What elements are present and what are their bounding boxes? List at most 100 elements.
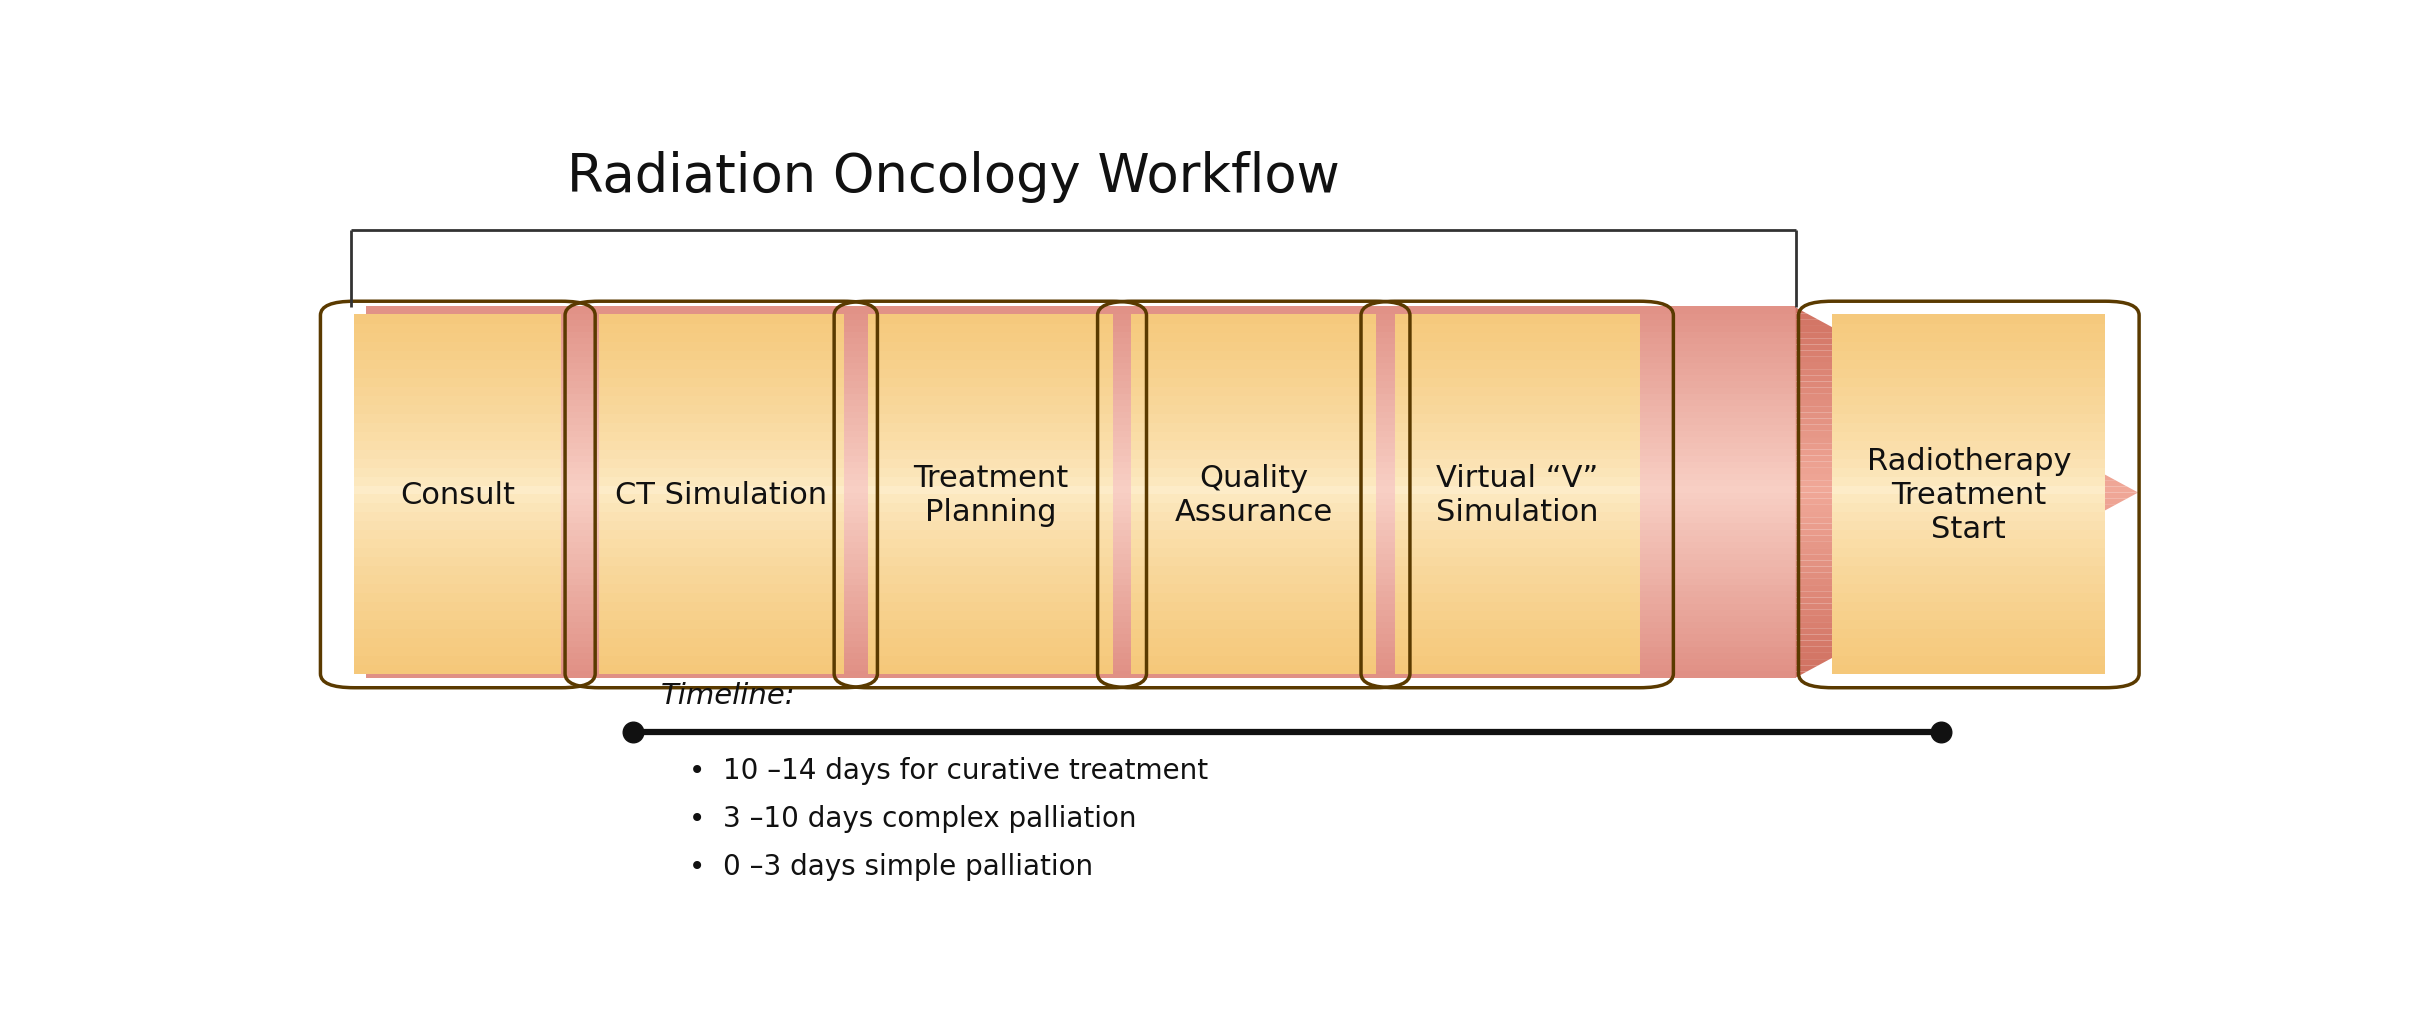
Bar	[354, 359, 561, 370]
Bar	[1131, 458, 1377, 468]
Bar	[1396, 591, 1639, 603]
Bar	[1131, 449, 1377, 459]
Bar	[1396, 404, 1639, 415]
Bar	[367, 633, 1797, 641]
Polygon shape	[1797, 610, 1921, 617]
Bar	[869, 521, 1112, 531]
Bar	[869, 359, 1112, 370]
Bar	[354, 591, 561, 603]
Bar	[869, 386, 1112, 396]
Bar	[869, 556, 1112, 566]
Bar	[600, 350, 843, 361]
Bar	[600, 556, 843, 566]
Bar	[367, 344, 1797, 351]
Bar	[354, 493, 561, 503]
Polygon shape	[1797, 376, 1933, 382]
Bar	[600, 458, 843, 468]
Bar	[869, 502, 1112, 513]
Bar	[600, 583, 843, 593]
Bar	[1131, 404, 1377, 415]
Bar	[869, 333, 1112, 343]
Bar	[367, 461, 1797, 468]
Bar	[367, 387, 1797, 394]
Bar	[869, 466, 1112, 477]
Text: Quality
Assurance: Quality Assurance	[1175, 464, 1333, 527]
Bar	[869, 610, 1112, 621]
Bar	[1131, 601, 1377, 612]
Bar	[1833, 404, 2105, 415]
Bar	[1131, 324, 1377, 334]
Bar	[1833, 386, 2105, 396]
Bar	[367, 312, 1797, 320]
Bar	[1833, 574, 2105, 584]
Bar	[600, 601, 843, 612]
Bar	[367, 455, 1797, 462]
Bar	[367, 332, 1797, 339]
Text: Consult: Consult	[401, 480, 515, 510]
Bar	[1131, 547, 1377, 558]
Bar	[367, 658, 1797, 665]
Bar	[1833, 565, 2105, 575]
Bar	[354, 556, 561, 566]
Bar	[367, 547, 1797, 555]
Bar	[869, 395, 1112, 405]
Polygon shape	[1797, 585, 1967, 591]
Bar	[367, 590, 1797, 598]
Bar	[1396, 583, 1639, 593]
Bar	[1833, 422, 2105, 433]
Polygon shape	[1797, 512, 2105, 518]
Bar	[354, 368, 561, 378]
Polygon shape	[1797, 549, 2035, 555]
Bar	[354, 395, 561, 405]
Bar	[869, 350, 1112, 361]
Point	[1921, 724, 1959, 740]
Text: •  3 –10 days complex palliation: • 3 –10 days complex palliation	[690, 804, 1136, 832]
Bar	[1396, 386, 1639, 396]
Bar	[367, 368, 1797, 376]
Bar	[1833, 458, 2105, 468]
Bar	[600, 422, 843, 433]
Bar	[1396, 547, 1639, 558]
Text: Treatment
Planning: Treatment Planning	[913, 464, 1068, 527]
Bar	[354, 324, 561, 334]
Bar	[1396, 342, 1639, 352]
Bar	[600, 610, 843, 621]
Bar	[354, 512, 561, 522]
Bar	[600, 386, 843, 396]
Bar	[367, 479, 1797, 487]
Bar	[1396, 449, 1639, 459]
Text: Radiotherapy
Treatment
Start: Radiotherapy Treatment Start	[1867, 447, 2071, 543]
Bar	[354, 449, 561, 459]
Bar	[1396, 663, 1639, 674]
Bar	[600, 619, 843, 629]
Bar	[367, 380, 1797, 388]
Text: Virtual “V”
Simulation: Virtual “V” Simulation	[1435, 464, 1598, 527]
Bar	[1833, 449, 2105, 459]
Bar	[1396, 512, 1639, 522]
Bar	[354, 565, 561, 575]
Bar	[600, 466, 843, 477]
Bar	[1396, 333, 1639, 343]
Bar	[1131, 422, 1377, 433]
Polygon shape	[1797, 579, 1979, 585]
Polygon shape	[1797, 382, 1945, 388]
Bar	[1396, 350, 1639, 361]
Bar	[1833, 619, 2105, 629]
Bar	[354, 440, 561, 450]
Bar	[1833, 610, 2105, 621]
Bar	[1833, 377, 2105, 387]
Bar	[367, 338, 1797, 345]
Bar	[354, 350, 561, 361]
Bar	[367, 627, 1797, 635]
Bar	[367, 405, 1797, 412]
Bar	[869, 431, 1112, 441]
Bar	[367, 577, 1797, 585]
Bar	[1396, 314, 1639, 325]
Bar	[1833, 342, 2105, 352]
Bar	[1131, 395, 1377, 405]
Bar	[869, 565, 1112, 575]
Bar	[354, 637, 561, 647]
Bar	[869, 512, 1112, 522]
Bar	[600, 529, 843, 540]
Bar	[1131, 521, 1377, 531]
